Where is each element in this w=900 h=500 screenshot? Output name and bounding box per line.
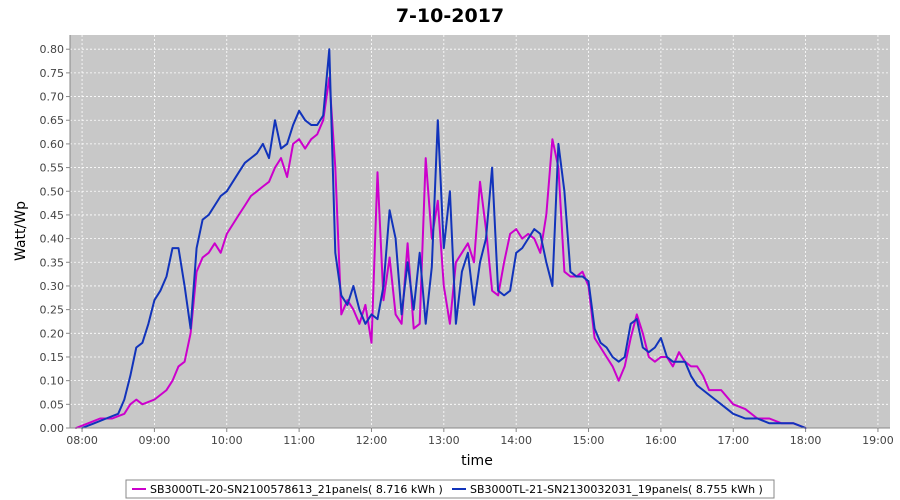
x-axis-label: time [461,453,493,469]
x-tick-label: 14:00 [500,434,532,447]
x-axis-ticks: 08:00 09:00 10:00 11:00 12:00 13:00 14:00 15:00… [66,428,894,447]
y-tick-label: 0.30 [40,280,65,293]
chart-title: 7-10-2017 [396,5,504,27]
x-tick-label: 18:00 [790,434,822,447]
x-tick-label: 17:00 [717,434,749,447]
y-tick-label: 0.25 [40,304,65,317]
y-tick-label: 0.80 [40,43,65,56]
legend-label-1: SB3000TL-20-SN2100578613_21panels( 8.716… [150,483,443,496]
y-tick-label: 0.65 [40,114,65,127]
x-tick-label: 12:00 [356,434,388,447]
legend: SB3000TL-20-SN2100578613_21panels( 8.716… [125,479,775,499]
x-tick-label: 08:00 [66,434,98,447]
y-tick-label: 0.70 [40,91,65,104]
series-lines [75,48,807,429]
y-tick-label: 0.40 [40,233,65,246]
y-tick-label: 0.50 [40,185,65,198]
x-tick-label: 16:00 [645,434,677,447]
y-tick-label: 0.15 [40,351,65,364]
x-tick-label: 19:00 [862,434,894,447]
series-line-1 [75,76,807,429]
y-tick-label: 0.20 [40,327,65,340]
y-tick-label: 0.00 [40,422,65,435]
x-tick-label: 15:00 [573,434,605,447]
y-tick-label: 0.05 [40,398,65,411]
y-tick-label: 0.45 [40,209,65,222]
x-tick-label: 10:00 [211,434,243,447]
plot-area [70,35,890,428]
y-tick-label: 0.60 [40,138,65,151]
y-tick-label: 0.55 [40,162,65,175]
x-tick-label: 09:00 [139,434,171,447]
series-line-2 [81,48,807,429]
y-axis-label: Watt/Wp [13,201,29,261]
legend-label-2: SB3000TL-21-SN2130032031_19panels( 8.755… [470,483,763,496]
x-tick-label: 11:00 [283,434,315,447]
y-axis-ticks: 0.00 0.05 0.10 0.15 0.20 0.25 0.30 0.35 0.40 0.45… [40,43,70,435]
y-tick-label: 0.35 [40,256,65,269]
y-tick-label: 0.10 [40,375,65,388]
x-tick-label: 13:00 [428,434,460,447]
y-tick-label: 0.75 [40,67,65,80]
legend-box [125,479,775,499]
